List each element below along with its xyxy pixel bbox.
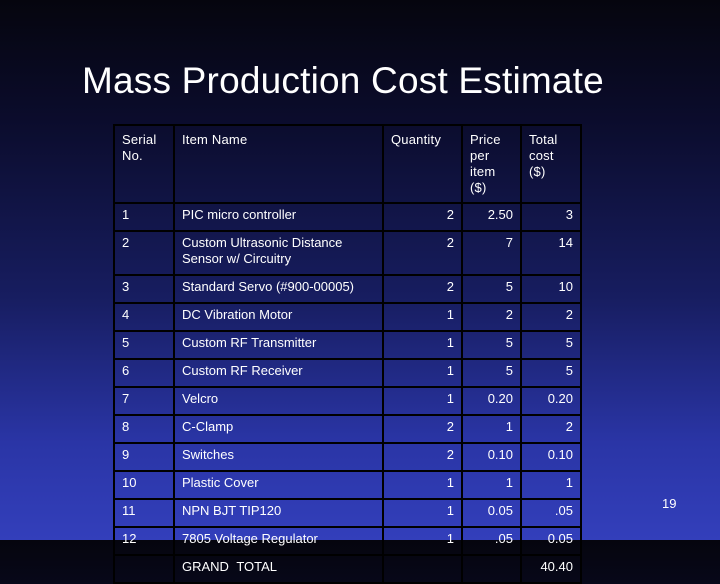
cell-total: 0.05 <box>520 526 582 556</box>
page-number: 19 <box>662 496 677 511</box>
cell-quantity: 1 <box>382 526 463 556</box>
cell-item-name: C-Clamp <box>173 414 384 444</box>
grand-total-value: 40.40 <box>520 554 582 584</box>
grand-total-label: GRAND TOTAL <box>173 554 384 584</box>
grand-total-quantity <box>382 554 463 584</box>
cell-price: 5 <box>461 274 522 304</box>
cell-price: 0.05 <box>461 498 522 528</box>
slide-title: Mass Production Cost Estimate <box>82 60 604 101</box>
cell-price: 7 <box>461 230 522 276</box>
cell-item-name: Custom RF Receiver <box>173 358 384 388</box>
cell-item-name: NPN BJT TIP120 <box>173 498 384 528</box>
cell-total: 0.20 <box>520 386 582 416</box>
cell-serial: 12 <box>113 526 175 556</box>
header-total: Total cost ($) <box>520 124 582 204</box>
cell-price: 5 <box>461 358 522 388</box>
cell-quantity: 1 <box>382 330 463 360</box>
cell-quantity: 2 <box>382 230 463 276</box>
cell-quantity: 2 <box>382 414 463 444</box>
cell-serial: 11 <box>113 498 175 528</box>
header-serial: Serial No. <box>113 124 175 204</box>
table-row: 10 Plastic Cover 1 1 1 <box>113 470 582 500</box>
grand-total-serial <box>113 554 175 584</box>
cell-serial: 4 <box>113 302 175 332</box>
table-row: 6 Custom RF Receiver 1 5 5 <box>113 358 582 388</box>
table-row: 11 NPN BJT TIP120 1 0.05.05 <box>113 498 582 528</box>
header-item-name: Item Name <box>173 124 384 204</box>
cell-item-name: Plastic Cover <box>173 470 384 500</box>
cell-quantity: 1 <box>382 498 463 528</box>
table-row: 12 7805 Voltage Regulator 1.05 0.05 <box>113 526 582 556</box>
cell-quantity: 1 <box>382 302 463 332</box>
cell-total: .05 <box>520 498 582 528</box>
table-row: 8 C-Clamp 2 1 2 <box>113 414 582 444</box>
cell-price: 0.10 <box>461 442 522 472</box>
cell-price: 2.50 <box>461 202 522 232</box>
header-quantity: Quantity <box>382 124 463 204</box>
table-header-row: Serial No. Item Name Quantity Price per … <box>113 124 582 204</box>
cell-total: 2 <box>520 414 582 444</box>
cell-serial: 10 <box>113 470 175 500</box>
table-row: 2 Custom Ultrasonic Distance Sensor w/ Ci… <box>113 230 582 276</box>
table-body: 1 PIC micro controller 2 2.50 3 2 Custom Ultra… <box>113 202 582 556</box>
cell-item-name: 7805 Voltage Regulator <box>173 526 384 556</box>
cell-total: 2 <box>520 302 582 332</box>
table-row: 3 Standard Servo (#900-00005) 2 5 10 <box>113 274 582 304</box>
cell-item-name: DC Vibration Motor <box>173 302 384 332</box>
cell-serial: 5 <box>113 330 175 360</box>
grand-total-row: GRAND TOTAL 40.40 <box>113 554 582 584</box>
cell-serial: 3 <box>113 274 175 304</box>
cell-quantity: 1 <box>382 358 463 388</box>
cell-total: 5 <box>520 358 582 388</box>
cell-total: 3 <box>520 202 582 232</box>
grand-total-price <box>461 554 522 584</box>
cell-serial: 9 <box>113 442 175 472</box>
cell-price: .05 <box>461 526 522 556</box>
table-row: 4 DC Vibration Motor 1 2 2 <box>113 302 582 332</box>
cell-item-name: Standard Servo (#900-00005) <box>173 274 384 304</box>
cell-total: 14 <box>520 230 582 276</box>
cell-quantity: 1 <box>382 470 463 500</box>
cell-quantity: 2 <box>382 442 463 472</box>
cell-item-name: Velcro <box>173 386 384 416</box>
cell-serial: 1 <box>113 202 175 232</box>
cell-price: 2 <box>461 302 522 332</box>
cell-quantity: 2 <box>382 202 463 232</box>
cell-item-name: Switches <box>173 442 384 472</box>
cell-quantity: 2 <box>382 274 463 304</box>
header-price: Price per item ($) <box>461 124 522 204</box>
cell-serial: 2 <box>113 230 175 276</box>
cell-item-name: Custom Ultrasonic Distance Sensor w/ Cir… <box>173 230 384 276</box>
cell-total: 10 <box>520 274 582 304</box>
cell-serial: 8 <box>113 414 175 444</box>
cell-price: 1 <box>461 414 522 444</box>
cell-quantity: 1 <box>382 386 463 416</box>
table-row: 5 Custom RF Transmitter 1 5 5 <box>113 330 582 360</box>
cell-total: 5 <box>520 330 582 360</box>
cell-item-name: Custom RF Transmitter <box>173 330 384 360</box>
cell-serial: 6 <box>113 358 175 388</box>
cell-price: 5 <box>461 330 522 360</box>
cell-total: 1 <box>520 470 582 500</box>
cell-total: 0.10 <box>520 442 582 472</box>
cell-price: 1 <box>461 470 522 500</box>
cost-table: Serial No. Item Name Quantity Price per … <box>113 124 582 584</box>
cell-serial: 7 <box>113 386 175 416</box>
table-row: 7 Velcro 1 0.20 0.20 <box>113 386 582 416</box>
cell-item-name: PIC micro controller <box>173 202 384 232</box>
cell-price: 0.20 <box>461 386 522 416</box>
table-row: 9 Switches 2 0.10 0.10 <box>113 442 582 472</box>
table-row: 1 PIC micro controller 2 2.50 3 <box>113 202 582 232</box>
